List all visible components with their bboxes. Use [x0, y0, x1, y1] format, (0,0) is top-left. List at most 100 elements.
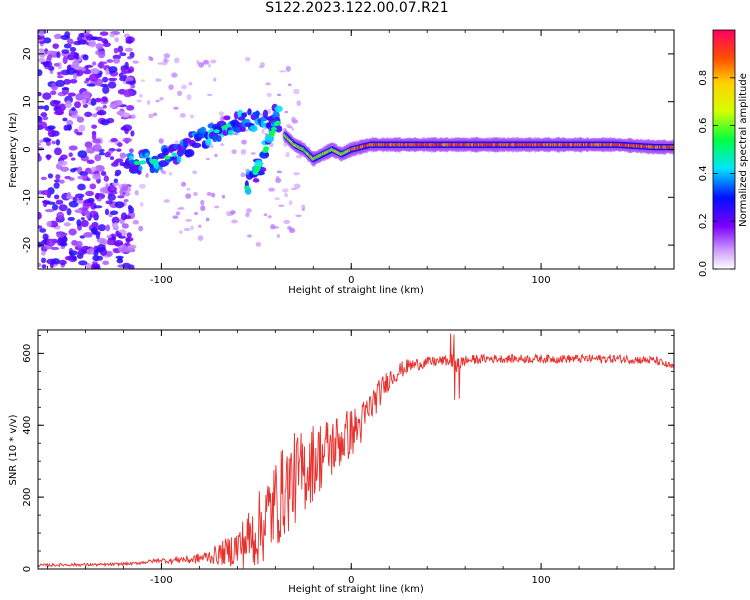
noise-blob — [213, 77, 217, 82]
noise-blob — [277, 93, 282, 97]
trace-blob — [216, 134, 222, 143]
noise-blob — [72, 72, 78, 80]
noise-blob — [53, 182, 60, 189]
noise-blob — [39, 30, 45, 37]
colorbar-tick-label: 0.6 — [698, 118, 709, 134]
noise-blob — [118, 244, 128, 253]
noise-blob — [145, 173, 149, 178]
snr-frame — [37, 329, 675, 570]
noise-blob — [63, 222, 71, 227]
noise-blob — [132, 60, 140, 64]
noise-blob — [68, 228, 77, 236]
spectrogram-ytick-label: 10 — [22, 95, 33, 108]
noise-blob — [41, 264, 47, 269]
noise-blob — [62, 56, 68, 65]
noise-blob — [160, 168, 164, 173]
noise-blob — [46, 238, 56, 247]
noise-blob — [72, 255, 77, 261]
noise-blob — [89, 183, 97, 190]
noise-blob — [189, 114, 195, 119]
noise-blob — [102, 260, 110, 265]
noise-blob — [41, 257, 46, 264]
noise-blob — [38, 154, 42, 162]
noise-blob — [288, 200, 293, 206]
trace-blob-bright — [274, 120, 281, 125]
noise-blob — [41, 250, 46, 256]
noise-blob — [121, 185, 129, 192]
noise-blob — [60, 166, 70, 172]
noise-blob — [122, 137, 132, 143]
noise-blob — [121, 112, 131, 118]
noise-blob — [40, 189, 51, 196]
noise-blob — [97, 224, 107, 232]
noise-blob — [114, 101, 123, 107]
noise-blob — [38, 142, 42, 147]
noise-blob — [86, 248, 95, 255]
noise-blob — [285, 151, 290, 158]
trace-blob — [216, 120, 227, 127]
snr-ytick-label: 400 — [22, 416, 33, 435]
noise-blob — [266, 92, 272, 98]
trace-blob — [275, 125, 283, 133]
noise-blob — [260, 61, 265, 68]
noise-blob — [66, 124, 72, 131]
trace-blob — [176, 154, 182, 164]
snr-y-label: SNR (10 * v/v) — [8, 414, 19, 485]
noise-blob — [69, 78, 78, 84]
noise-blob — [88, 39, 97, 48]
noise-blob — [147, 100, 151, 106]
noise-blob — [63, 43, 72, 49]
noise-blob — [109, 156, 115, 161]
noise-blob — [68, 250, 78, 256]
noise-blob — [124, 47, 133, 52]
noise-blob — [206, 93, 213, 96]
trace-blob — [235, 122, 243, 128]
trace-blob-bright — [262, 148, 269, 153]
noise-blob — [107, 81, 117, 89]
noise-blob — [94, 154, 102, 162]
noise-blob — [185, 219, 192, 222]
noise-blob — [67, 216, 75, 221]
noise-blob — [159, 96, 164, 101]
noise-blob — [200, 205, 206, 212]
noise-blob — [64, 31, 71, 39]
noise-blob — [66, 208, 72, 216]
noise-blob — [179, 113, 186, 118]
noise-blob — [177, 90, 183, 97]
trace-blob — [247, 108, 252, 116]
noise-blob — [66, 64, 72, 71]
trace-blob — [274, 105, 283, 113]
noise-blob — [52, 43, 60, 49]
noise-blob — [75, 193, 85, 199]
noise-blob — [127, 204, 133, 210]
trace-blob — [252, 178, 260, 183]
trace-blob — [262, 109, 269, 119]
noise-blob — [47, 173, 54, 179]
noise-blob — [285, 65, 291, 72]
noise-blob — [46, 258, 56, 265]
noise-blob — [284, 110, 289, 114]
noise-blob — [163, 58, 169, 64]
noise-blob — [241, 139, 247, 145]
noise-blob — [62, 117, 68, 122]
noise-blob — [117, 232, 122, 238]
noise-blob — [42, 116, 49, 121]
noise-blob — [130, 84, 136, 89]
noise-blob — [287, 126, 294, 129]
noise-blob — [188, 81, 193, 86]
noise-blob — [67, 38, 74, 45]
noise-blob — [138, 225, 144, 232]
noise-blob — [109, 104, 117, 109]
noise-blob — [78, 260, 88, 266]
noise-blob — [171, 72, 178, 78]
noise-blob — [194, 211, 198, 216]
noise-blob — [111, 216, 120, 224]
noise-blob — [283, 219, 291, 224]
trace-blob — [227, 129, 234, 136]
noise-blob — [92, 113, 98, 118]
noise-blob — [119, 152, 127, 159]
noise-blob — [193, 191, 198, 196]
noise-blob — [295, 214, 302, 218]
noise-blob — [46, 220, 52, 227]
noise-blob — [38, 116, 43, 124]
